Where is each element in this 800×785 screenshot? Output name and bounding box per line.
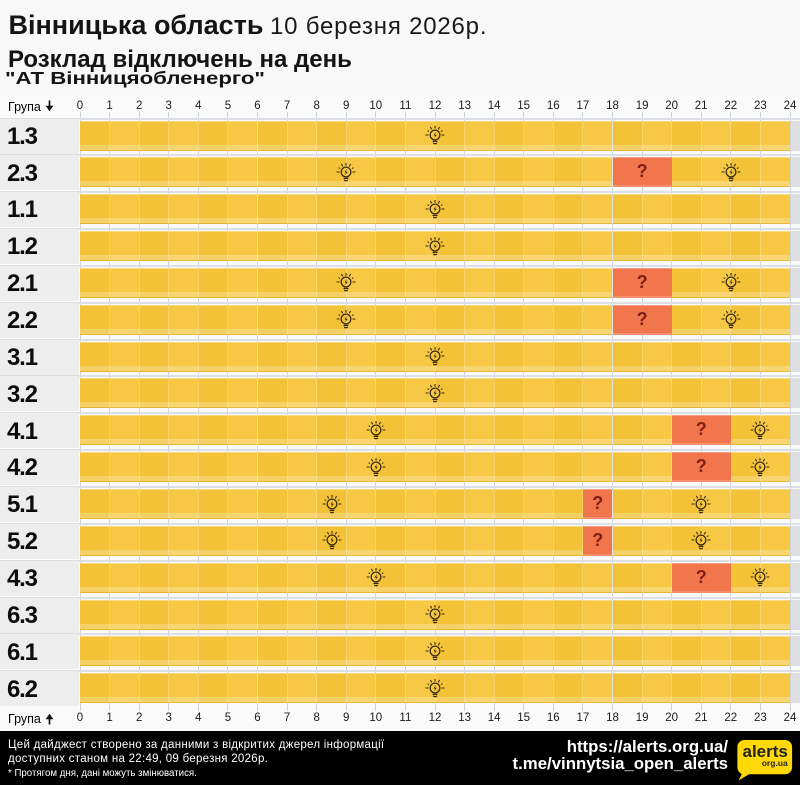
svg-text:org.ua: org.ua xyxy=(762,758,788,768)
svg-text:alerts: alerts xyxy=(743,742,788,761)
